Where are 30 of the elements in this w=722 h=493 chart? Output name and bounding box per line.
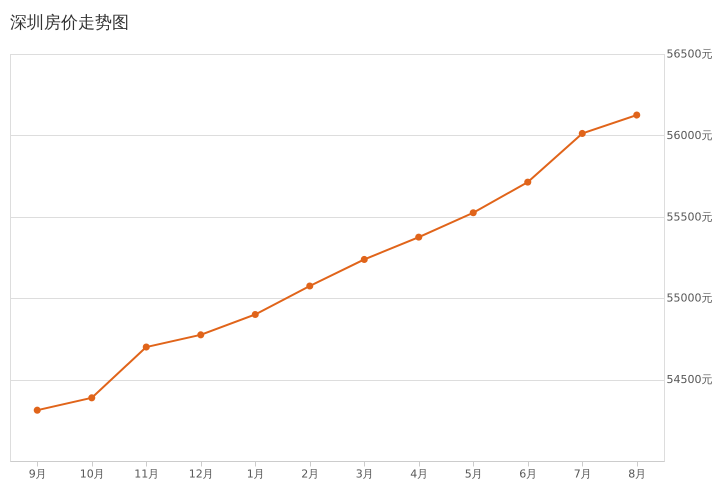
point [360, 256, 368, 263]
x-tick-label: 12月 [188, 468, 214, 480]
point [415, 234, 422, 241]
point [306, 282, 314, 290]
point [34, 406, 41, 414]
x-tick-label: 3月 [356, 468, 374, 480]
y-tick-label: 56500元 [666, 48, 712, 60]
x-tick-label: 5月 [464, 468, 483, 480]
x-tick-label: 4月 [410, 468, 428, 480]
x-tick-label: 2月 [301, 468, 320, 480]
point [470, 209, 477, 216]
x-tick-label: 9月 [28, 468, 47, 480]
point [633, 112, 640, 119]
point [88, 394, 96, 402]
chart-title: 深圳房价走势图 [10, 13, 129, 33]
point [578, 130, 586, 137]
x-tick-label: 7月 [574, 468, 592, 480]
point [197, 331, 204, 338]
point [142, 344, 150, 351]
x-tick-label: 10月 [80, 468, 105, 480]
x-tick-label: 6月 [519, 468, 538, 480]
y-tick-label: 56000元 [666, 128, 712, 142]
x-tick-label: 11月 [134, 468, 160, 480]
point [252, 310, 259, 318]
y-tick-label: 54500元 [666, 373, 712, 386]
y-tick-label: 55000元 [666, 292, 712, 305]
x-tick-label: 1月 [246, 468, 265, 480]
y-tick-label: 55500元 [666, 210, 712, 224]
point [524, 178, 532, 186]
x-tick-label: 8月 [628, 468, 646, 480]
